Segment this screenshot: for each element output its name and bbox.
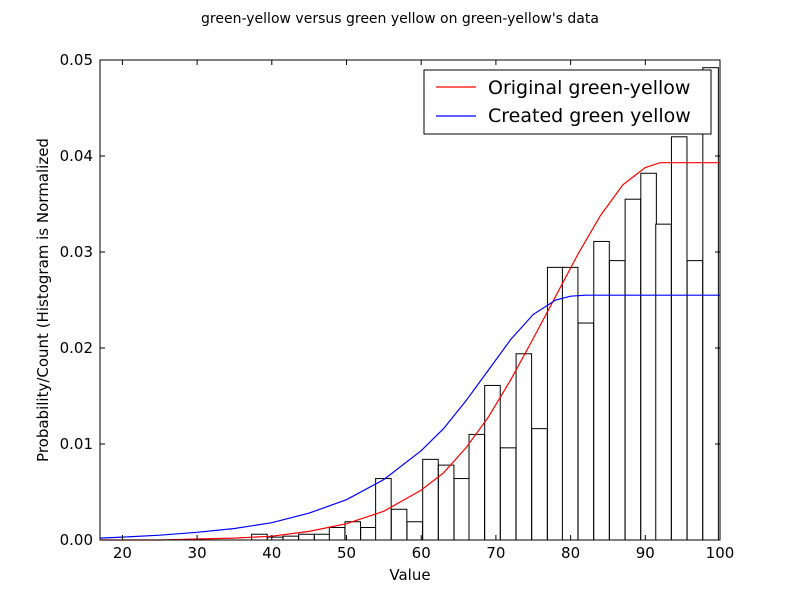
histogram-bar-9 xyxy=(390,508,408,541)
chart-title: green-yellow versus green yellow on gree… xyxy=(201,11,599,27)
fit-curves xyxy=(99,162,720,541)
legend-label-original: Original green-yellow xyxy=(488,77,690,99)
histogram-bar-13 xyxy=(453,478,471,541)
series-line-1 xyxy=(99,294,720,539)
x-axis-ticks: 20 30 40 50 60 70 80 90 100 xyxy=(113,60,734,562)
x-tick-label-3: 50 xyxy=(337,544,356,562)
histogram-bars xyxy=(251,67,719,541)
legend-label-created: Created green yellow xyxy=(488,105,691,127)
histogram-bar-2 xyxy=(282,535,300,541)
y-tick-label-1: 0.01 xyxy=(60,435,93,453)
histogram-bar-16 xyxy=(499,447,517,541)
x-tick-label-6: 80 xyxy=(561,544,580,562)
y-tick-label-2: 0.02 xyxy=(60,339,93,357)
histogram-bar-4 xyxy=(313,533,331,541)
x-tick-label-4: 60 xyxy=(412,544,431,562)
x-axis-label: Value xyxy=(389,566,430,584)
histogram-bar-29 xyxy=(702,67,719,541)
x-tick-label-1: 30 xyxy=(188,544,207,562)
series-line-0 xyxy=(100,162,720,541)
x-tick-label-5: 70 xyxy=(486,544,505,562)
histogram-bar-15 xyxy=(484,384,501,541)
legend: Original green-yellow Created green yell… xyxy=(423,69,712,135)
histogram-bar-3 xyxy=(298,533,315,541)
histogram-bar-11 xyxy=(422,458,439,541)
y-axis-ticks: 0.00 0.01 0.02 0.03 0.04 0.05 xyxy=(60,51,720,549)
histogram-bar-7 xyxy=(360,527,377,541)
histogram-bar-23 xyxy=(608,260,626,541)
plot-frame xyxy=(99,59,721,541)
y-axis-label: Probability/Count (Histogram is Normaliz… xyxy=(34,138,52,462)
histogram-bar-5 xyxy=(328,527,346,541)
x-tick-label-2: 40 xyxy=(262,544,281,562)
histogram-bar-22 xyxy=(593,240,610,541)
histogram-bar-18 xyxy=(531,428,548,541)
histogram-bar-20 xyxy=(561,266,579,541)
y-tick-label-4: 0.04 xyxy=(60,147,93,165)
histogram-bar-21 xyxy=(577,322,595,541)
histogram-bar-27 xyxy=(670,136,688,541)
histogram-bar-10 xyxy=(406,521,424,541)
histogram-bar-28 xyxy=(686,260,704,541)
legend-box xyxy=(423,69,712,135)
x-tick-label-7: 90 xyxy=(636,544,655,562)
histogram-bar-26 xyxy=(655,223,672,541)
y-tick-label-3: 0.03 xyxy=(60,243,93,261)
histogram-bar-6 xyxy=(344,521,362,541)
histogram-bar-14 xyxy=(468,433,486,541)
histogram-bar-17 xyxy=(515,353,533,541)
histogram-bar-12 xyxy=(437,464,455,541)
histogram-bar-25 xyxy=(640,172,657,541)
x-tick-label-0: 20 xyxy=(113,544,132,562)
x-tick-label-8: 100 xyxy=(706,544,735,562)
y-tick-label-5: 0.05 xyxy=(60,51,93,69)
histogram-bar-8 xyxy=(375,478,392,541)
y-tick-label-0: 0.00 xyxy=(60,531,93,549)
histogram-bar-24 xyxy=(624,198,642,541)
